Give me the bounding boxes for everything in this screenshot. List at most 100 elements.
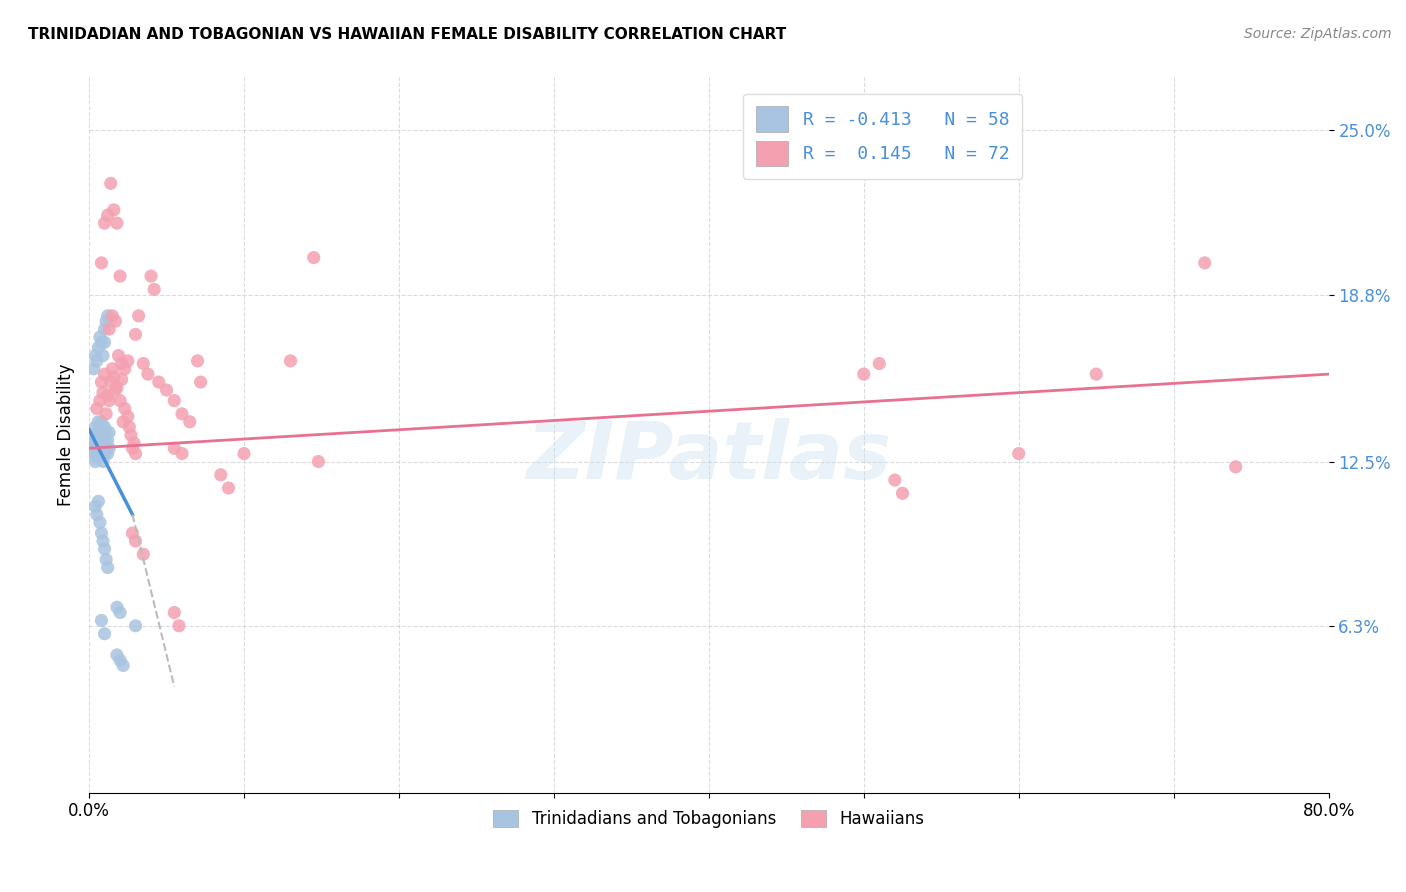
Point — [86, 434, 108, 448]
Point — [84, 436, 107, 450]
Point — [124, 534, 146, 549]
Text: Source: ZipAtlas.com: Source: ZipAtlas.com — [1244, 27, 1392, 41]
Point — [98, 393, 121, 408]
Point — [86, 401, 108, 416]
Point — [163, 393, 186, 408]
Point — [170, 407, 193, 421]
Point — [233, 447, 256, 461]
Point — [103, 202, 125, 217]
Point — [105, 648, 128, 662]
Point — [104, 383, 127, 397]
Point — [307, 454, 329, 468]
Point — [121, 526, 143, 541]
Point — [97, 560, 120, 574]
Point — [107, 349, 129, 363]
Point — [105, 600, 128, 615]
Point — [97, 208, 120, 222]
Point — [90, 428, 112, 442]
Point — [103, 369, 125, 384]
Point — [110, 372, 132, 386]
Point — [136, 367, 159, 381]
Point — [114, 401, 136, 416]
Point — [100, 177, 122, 191]
Point — [94, 442, 117, 456]
Point — [84, 420, 107, 434]
Point — [121, 442, 143, 456]
Point — [108, 393, 131, 408]
Point — [101, 309, 124, 323]
Point — [91, 385, 114, 400]
Point — [93, 335, 115, 350]
Point — [114, 361, 136, 376]
Point — [91, 534, 114, 549]
Point — [84, 454, 107, 468]
Point — [302, 251, 325, 265]
Legend: Trinidadians and Tobagonians, Hawaiians: Trinidadians and Tobagonians, Hawaiians — [486, 803, 931, 834]
Point — [87, 442, 110, 456]
Point — [108, 269, 131, 284]
Point — [112, 658, 135, 673]
Point — [891, 486, 914, 500]
Point — [110, 357, 132, 371]
Point — [89, 434, 111, 448]
Point — [94, 314, 117, 328]
Point — [87, 494, 110, 508]
Point — [155, 383, 177, 397]
Point — [132, 547, 155, 561]
Point — [105, 216, 128, 230]
Point — [86, 508, 108, 522]
Point — [83, 361, 105, 376]
Text: ZIPatlas: ZIPatlas — [526, 417, 891, 495]
Point — [122, 436, 145, 450]
Point — [108, 606, 131, 620]
Point — [167, 619, 190, 633]
Point — [124, 619, 146, 633]
Point — [883, 473, 905, 487]
Point — [89, 420, 111, 434]
Point — [209, 467, 232, 482]
Point — [218, 481, 240, 495]
Point — [86, 425, 108, 440]
Point — [104, 314, 127, 328]
Point — [90, 614, 112, 628]
Point — [124, 327, 146, 342]
Point — [163, 442, 186, 456]
Point — [1194, 256, 1216, 270]
Point — [93, 420, 115, 434]
Point — [117, 409, 139, 424]
Point — [98, 442, 121, 456]
Point — [190, 375, 212, 389]
Point — [98, 322, 121, 336]
Point — [852, 367, 875, 381]
Point — [93, 447, 115, 461]
Point — [89, 393, 111, 408]
Point — [98, 425, 121, 440]
Point — [93, 541, 115, 556]
Point — [163, 606, 186, 620]
Point — [91, 442, 114, 456]
Point — [87, 428, 110, 442]
Point — [186, 354, 208, 368]
Point — [97, 309, 120, 323]
Point — [83, 434, 105, 448]
Point — [1225, 459, 1247, 474]
Point — [89, 330, 111, 344]
Point — [170, 447, 193, 461]
Text: TRINIDADIAN AND TOBAGONIAN VS HAWAIIAN FEMALE DISABILITY CORRELATION CHART: TRINIDADIAN AND TOBAGONIAN VS HAWAIIAN F… — [28, 27, 786, 42]
Point — [93, 626, 115, 640]
Point — [91, 425, 114, 440]
Point — [120, 428, 142, 442]
Point — [100, 375, 122, 389]
Point — [82, 442, 104, 456]
Point — [108, 653, 131, 667]
Point — [84, 500, 107, 514]
Point — [93, 367, 115, 381]
Point — [89, 516, 111, 530]
Point — [90, 375, 112, 389]
Point — [94, 552, 117, 566]
Point — [84, 349, 107, 363]
Point — [97, 447, 120, 461]
Point — [87, 341, 110, 355]
Point — [118, 420, 141, 434]
Point — [89, 447, 111, 461]
